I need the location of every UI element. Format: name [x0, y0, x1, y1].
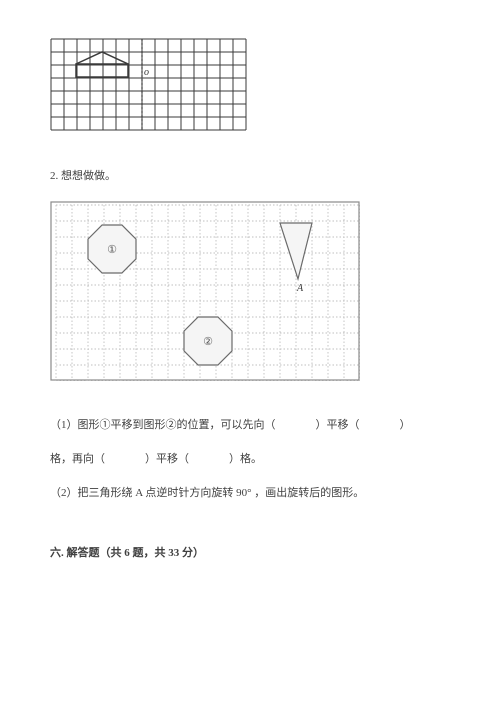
svg-text:o: o	[144, 67, 149, 78]
sub1-mid3: ）平移（	[145, 453, 189, 465]
figure1-svg: o	[50, 38, 247, 131]
sub1-line2-prefix: 格，再向（	[50, 453, 105, 465]
sub1-suffix: ）格。	[229, 453, 262, 465]
sub-question-2: （2）把三角形绕 A 点逆时针方向旋转 90° ，画出旋转后的图形。	[50, 484, 450, 504]
sub1-mid2: ）	[400, 419, 411, 431]
question2-label: 2. 想想做做。	[50, 167, 450, 187]
svg-text:②: ②	[203, 336, 213, 348]
sub1-prefix: （1）图形①平移到图形②的位置，可以先向（	[50, 419, 276, 431]
svg-text:①: ①	[107, 244, 117, 256]
sub-question-1-line2: 格，再向（ ）平移（ ）格。	[50, 450, 450, 470]
figure-grid-house: o	[50, 38, 450, 139]
section-6-title: 六. 解答题（共 6 题，共 33 分）	[50, 544, 450, 564]
sub-question-1-line1: （1）图形①平移到图形②的位置，可以先向（ ）平移（ ）	[50, 416, 450, 436]
figure2-svg: ① ② A	[50, 201, 360, 381]
figure-octagons-triangle: ① ② A	[50, 201, 450, 389]
svg-text:A: A	[296, 283, 304, 294]
sub1-mid1: ）平移（	[316, 419, 360, 431]
